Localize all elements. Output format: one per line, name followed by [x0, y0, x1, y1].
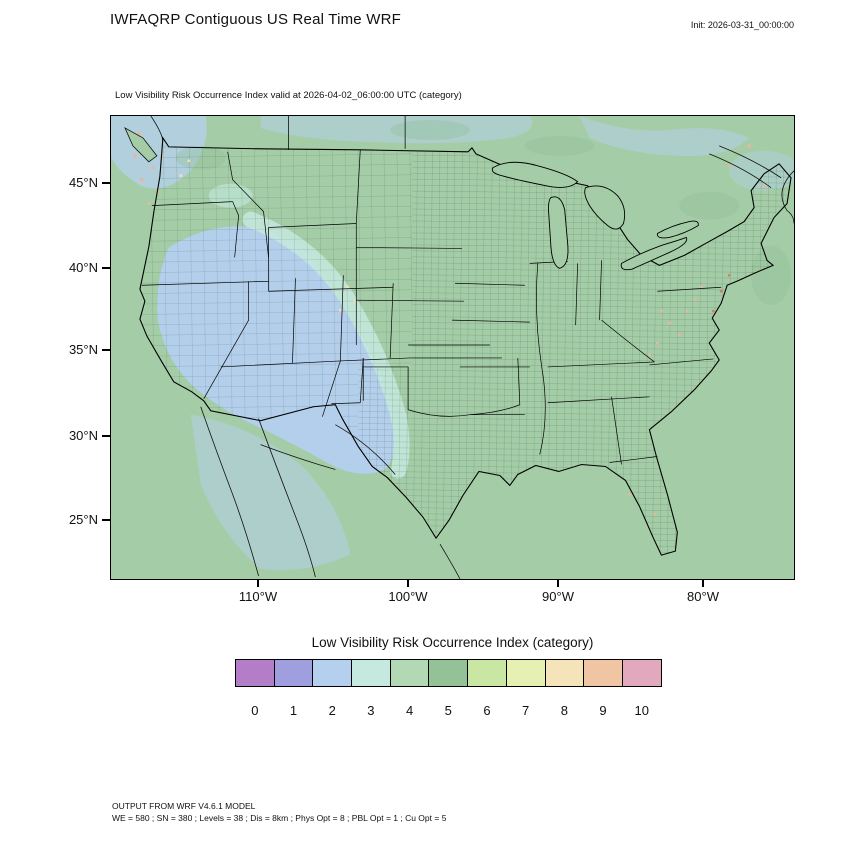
lon-label-90w: 90°W — [542, 589, 574, 604]
lon-tick-100w — [407, 580, 409, 587]
colorbar-label-5: 5 — [444, 703, 452, 718]
lake-michigan — [548, 196, 569, 269]
colorbar-cell-2 — [312, 659, 353, 687]
lon-tick-110w — [257, 580, 259, 587]
baja-coast — [200, 406, 259, 577]
model-footer: OUTPUT FROM WRF V4.6.1 MODEL WE = 580 ; … — [112, 801, 446, 825]
colorbar-label-3: 3 — [367, 703, 375, 718]
lat-label-45n: 45°N — [68, 175, 98, 190]
lat-tick-40n — [102, 267, 110, 269]
colorbar-cell-6 — [467, 659, 507, 687]
valid-time-subtitle: Low Visibility Risk Occurrence Index val… — [115, 90, 462, 101]
colorbar-label-6: 6 — [483, 703, 491, 718]
lat-label-40n: 40°N — [68, 260, 98, 275]
mexico-blue-region — [190, 414, 351, 571]
colorbar-label-8: 8 — [560, 703, 568, 718]
colorbar-label-0: 0 — [251, 703, 259, 718]
lat-tick-35n — [102, 349, 110, 351]
lon-tick-80w — [702, 580, 704, 587]
colorbar-title: Low Visibility Risk Occurrence Index (ca… — [311, 635, 594, 650]
lat-label-35n: 35°N — [68, 342, 98, 357]
lon-tick-90w — [557, 580, 559, 587]
lake-superior — [491, 161, 579, 188]
lake-erie — [620, 236, 688, 271]
footer-line1: OUTPUT FROM WRF V4.6.1 MODEL — [112, 801, 256, 811]
gulf-of-california-coast — [258, 418, 316, 578]
lat-label-30n: 30°N — [68, 428, 98, 443]
colorbar-cell-4 — [389, 659, 430, 687]
colorbar-cells — [235, 659, 662, 687]
lat-tick-30n — [102, 435, 110, 437]
lat-tick-45n — [102, 182, 110, 184]
page-title: IWFAQRP Contiguous US Real Time WRF — [110, 11, 401, 28]
colorbar-cell-7 — [505, 659, 546, 687]
colorbar-label-4: 4 — [405, 703, 414, 718]
colorbar-cell-3 — [351, 659, 391, 687]
colorbar-cell-1 — [273, 659, 314, 687]
colorbar-cell-5 — [428, 659, 469, 687]
state-boundaries — [141, 149, 722, 465]
init-timestamp: Init: 2026-03-31_00:00:00 — [690, 20, 794, 30]
conus-map-frame — [110, 115, 795, 580]
lake-ontario — [656, 220, 699, 239]
colorbar-label-1: 1 — [289, 703, 298, 718]
colorbar-label-10: 10 — [634, 703, 649, 718]
lake-huron — [584, 185, 626, 230]
footer-line2: WE = 580 ; SN = 380 ; Levels = 38 ; Dis … — [112, 812, 447, 823]
lon-label-100w: 100°W — [388, 589, 428, 604]
lon-label-80w: 80°W — [687, 589, 719, 604]
colorbar-cell-8 — [544, 659, 585, 687]
lat-label-25n: 25°N — [68, 512, 98, 527]
colorbar-label-2: 2 — [328, 703, 336, 718]
great-lakes — [491, 161, 699, 271]
colorbar-cell-10 — [621, 659, 662, 687]
colorbar-label-7: 7 — [522, 703, 530, 718]
vancouver-island — [124, 127, 158, 163]
colorbar-label-9: 9 — [599, 703, 607, 718]
colorbar-cell-0 — [235, 659, 275, 687]
lon-label-110w: 110°W — [238, 589, 278, 604]
colorbar-numbers: 0 1 2 3 4 5 6 7 8 9 10 — [235, 703, 662, 718]
lat-tick-25n — [102, 519, 110, 521]
conus-map-svg — [111, 116, 794, 579]
st-lawrence-river — [719, 145, 782, 179]
colorbar-cell-9 — [583, 659, 623, 687]
